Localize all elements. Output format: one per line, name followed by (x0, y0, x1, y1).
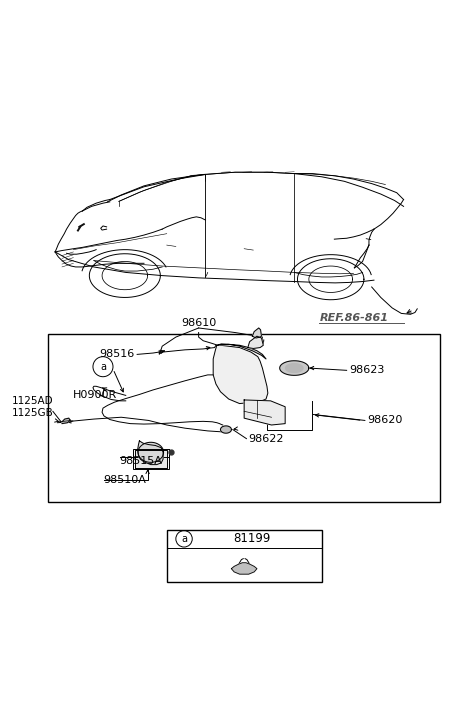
Polygon shape (217, 344, 266, 359)
Text: 98623: 98623 (349, 366, 384, 375)
Text: a: a (100, 362, 106, 371)
Bar (167, 530, 322, 582)
Text: 98620: 98620 (367, 415, 402, 425)
Polygon shape (231, 563, 257, 574)
Bar (133, 449, 169, 469)
Polygon shape (138, 442, 164, 462)
Text: 98515A: 98515A (119, 457, 162, 467)
Polygon shape (135, 450, 167, 468)
Polygon shape (280, 361, 309, 375)
Polygon shape (220, 426, 231, 433)
Text: H0900R: H0900R (73, 390, 118, 401)
Text: 98610: 98610 (181, 318, 216, 328)
Polygon shape (285, 364, 303, 372)
Text: 81199: 81199 (233, 532, 270, 545)
Text: 98622: 98622 (249, 433, 284, 443)
Polygon shape (137, 441, 163, 465)
Polygon shape (213, 345, 268, 403)
Text: 1125AD
1125GB: 1125AD 1125GB (12, 396, 53, 417)
Polygon shape (244, 400, 285, 425)
Text: a: a (181, 534, 187, 544)
Text: 98516: 98516 (100, 350, 135, 359)
Polygon shape (62, 418, 70, 424)
Text: REF.86-861: REF.86-861 (319, 313, 388, 323)
Text: 98510A: 98510A (103, 475, 146, 485)
Polygon shape (248, 336, 263, 348)
Polygon shape (252, 328, 261, 338)
Bar (48, 334, 440, 502)
